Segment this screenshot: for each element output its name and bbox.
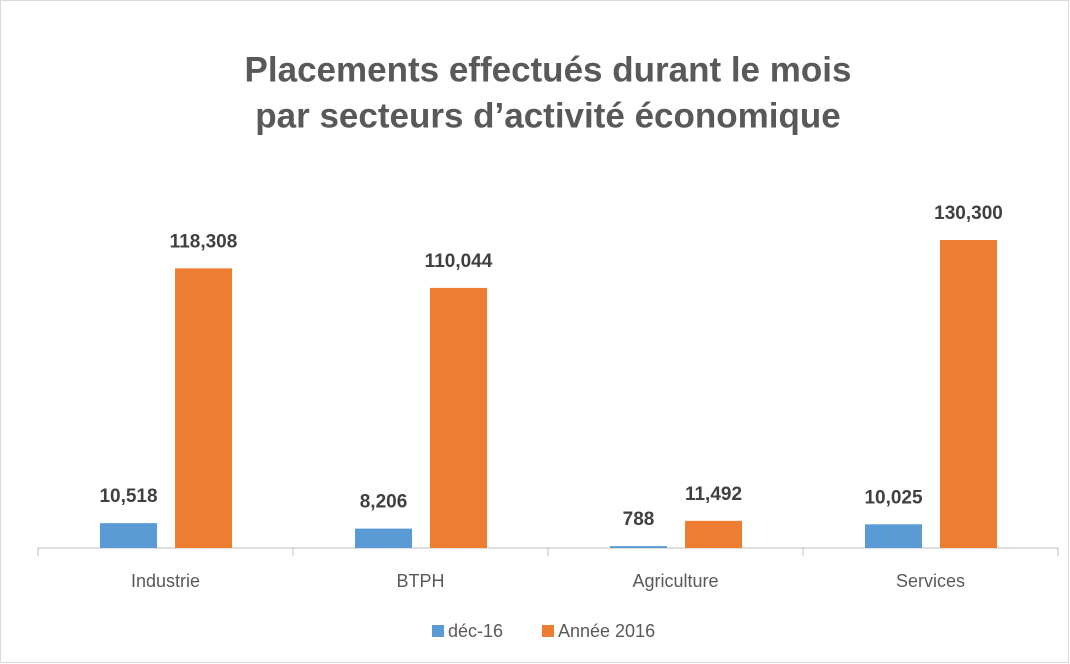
legend-label: Année 2016 — [558, 621, 655, 641]
bar — [355, 528, 412, 548]
data-label: 788 — [623, 509, 655, 530]
legend-swatch — [542, 625, 554, 637]
bar — [610, 546, 667, 548]
x-tick-label: BTPH — [396, 571, 444, 591]
data-label: 10,025 — [864, 487, 923, 508]
chart-title: par secteurs d’activité économique — [255, 96, 840, 135]
data-label: 8,206 — [360, 492, 408, 513]
data-label: 110,044 — [425, 251, 493, 272]
data-label: 130,300 — [934, 203, 1003, 224]
x-tick-label: Agriculture — [632, 571, 718, 591]
x-tick-label: Industrie — [131, 571, 200, 591]
bar — [865, 524, 922, 548]
bar — [940, 240, 997, 548]
chart-title: Placements effectués durant le mois — [245, 50, 852, 89]
bar — [100, 523, 157, 548]
bar — [175, 268, 232, 548]
data-label: 11,492 — [685, 484, 742, 505]
data-label: 118,308 — [170, 231, 238, 252]
data-label: 10,518 — [99, 486, 157, 507]
x-tick-label: Services — [896, 571, 965, 591]
legend-swatch — [432, 625, 444, 637]
legend-label: déc-16 — [448, 621, 503, 641]
bar — [430, 287, 487, 548]
bar — [685, 520, 742, 548]
